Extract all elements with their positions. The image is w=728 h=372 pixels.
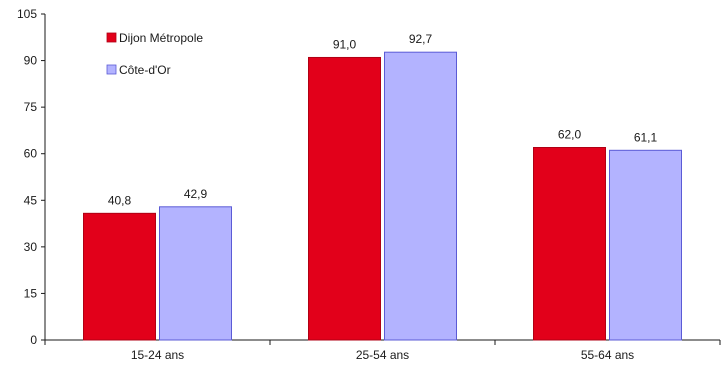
bar — [609, 149, 682, 341]
legend-label: Dijon Métropole — [119, 31, 203, 45]
data-labels: 40,8 42,9 91,0 92,7 62,0 61,1 — [108, 32, 658, 207]
data-label: 61,1 — [634, 130, 658, 144]
bar — [83, 212, 156, 341]
y-tick-label: 75 — [24, 100, 38, 114]
y-tick-label: 15 — [24, 286, 38, 300]
y-tick-label: 105 — [17, 7, 37, 21]
data-label: 62,0 — [558, 128, 582, 142]
legend-swatch — [106, 32, 117, 43]
y-tick-label: 0 — [30, 333, 37, 347]
data-label: 42,9 — [184, 187, 208, 201]
data-label: 91,0 — [333, 37, 357, 51]
data-label: 40,8 — [108, 193, 132, 207]
bar — [384, 51, 457, 341]
y-tick-label: 60 — [24, 147, 38, 161]
bar — [159, 206, 232, 341]
axes: 0 15 30 45 60 75 90 105 15-24 ans 25-54 ans 55-64 … — [17, 7, 721, 362]
legend: Dijon Métropole Côte-d'Or — [106, 31, 203, 77]
bar — [308, 56, 381, 341]
bars — [83, 51, 682, 341]
legend-label: Côte-d'Or — [119, 63, 171, 77]
data-label: 92,7 — [409, 32, 433, 46]
y-tick-label: 45 — [24, 193, 38, 207]
x-tick-label: 55-64 ans — [581, 348, 634, 362]
y-tick-label: 30 — [24, 240, 38, 254]
bar — [533, 147, 606, 341]
x-tick-label: 15-24 ans — [131, 348, 184, 362]
legend-swatch — [106, 64, 117, 75]
x-tick-label: 25-54 ans — [356, 348, 409, 362]
y-tick-label: 90 — [24, 54, 38, 68]
